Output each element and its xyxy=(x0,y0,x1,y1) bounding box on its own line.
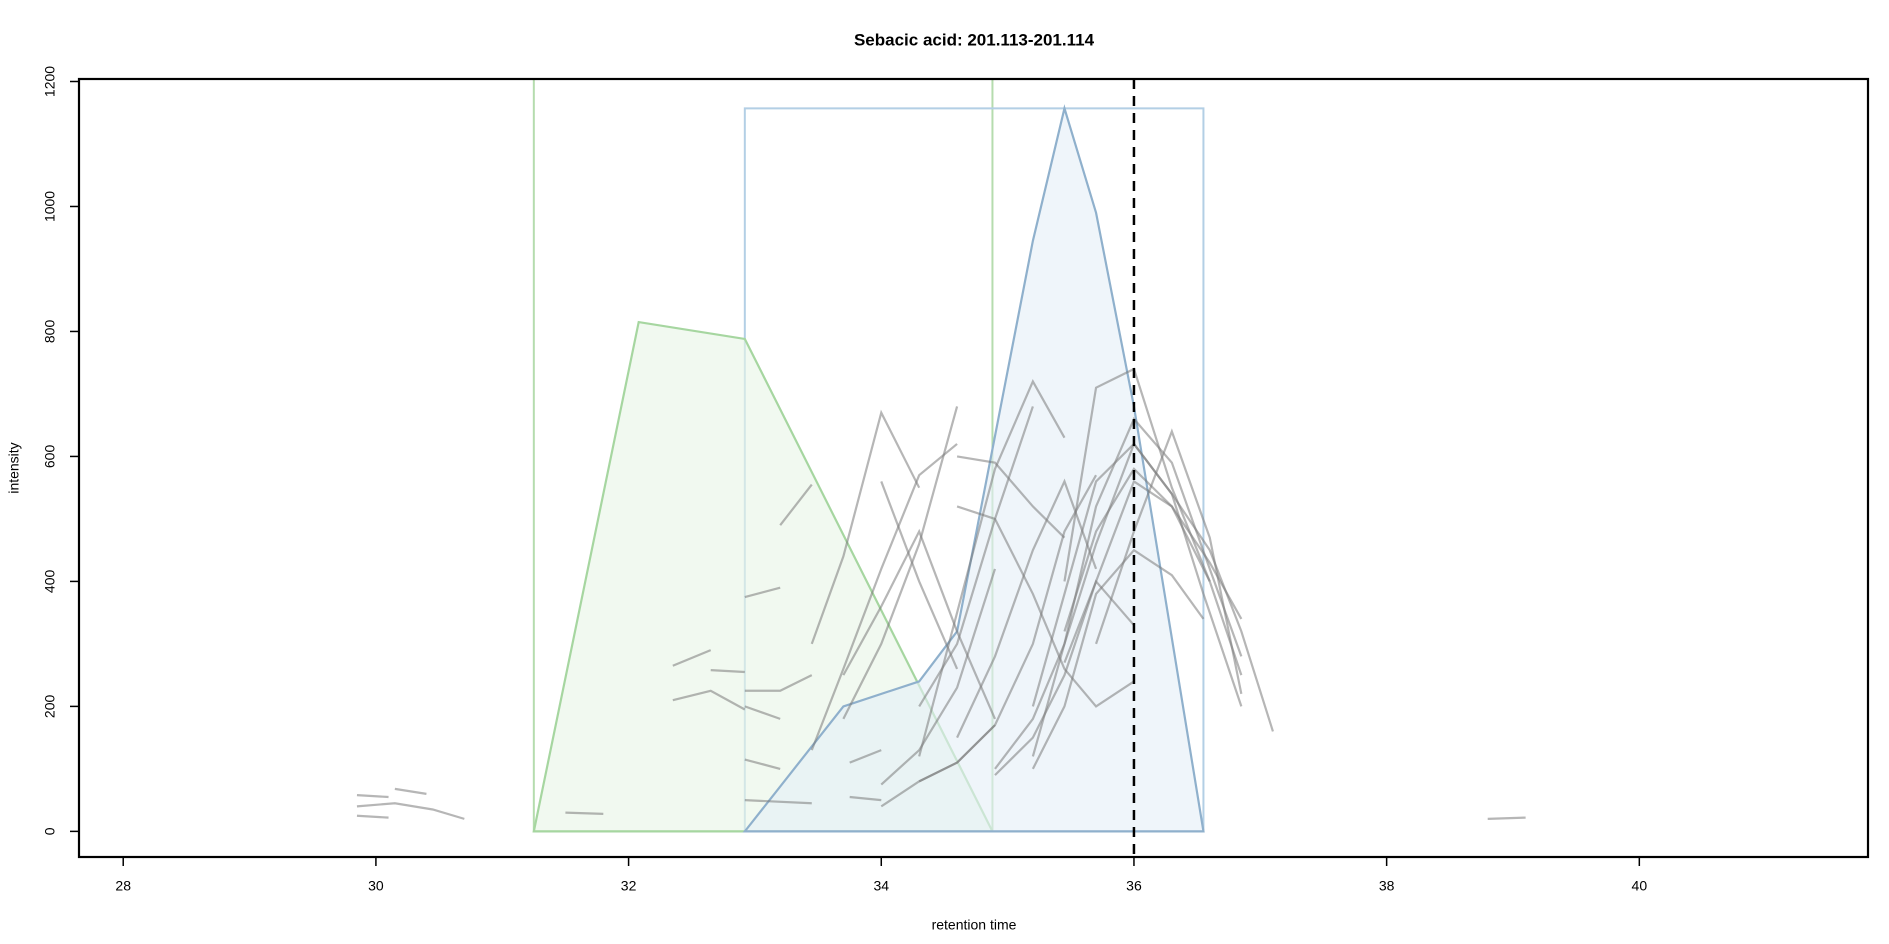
trace-line xyxy=(842,406,959,720)
trace-line xyxy=(918,406,1034,707)
trace-line xyxy=(744,674,813,692)
chart-title: Sebacic acid: 201.113-201.114 xyxy=(854,30,1095,49)
y-tick-label: 0 xyxy=(42,827,58,835)
trace-line xyxy=(1487,816,1526,820)
trace-line xyxy=(918,378,1066,757)
x-tick-label: 36 xyxy=(1126,878,1142,894)
trace-line xyxy=(672,649,712,667)
trace-line xyxy=(880,568,997,786)
trace-line xyxy=(849,795,882,802)
trace-line xyxy=(994,441,1243,770)
x-tick-label: 38 xyxy=(1379,878,1395,894)
peak-area xyxy=(742,104,1205,833)
x-tick-label: 30 xyxy=(368,878,384,894)
trace-line xyxy=(744,586,781,599)
trace-line xyxy=(1063,467,1211,632)
y-tick-label: 1200 xyxy=(42,66,58,97)
trace-line xyxy=(810,409,921,645)
trace-line xyxy=(1031,416,1243,757)
trace-line xyxy=(1095,428,1243,695)
trace-line xyxy=(1063,579,1135,664)
trace-line xyxy=(744,799,812,805)
y-tick-label: 1000 xyxy=(42,191,58,222)
x-tick-label: 28 xyxy=(115,878,131,894)
y-tick-label: 200 xyxy=(42,695,58,719)
x-tick-label: 40 xyxy=(1632,878,1648,894)
trace-line xyxy=(672,689,746,711)
trace-line xyxy=(710,669,745,674)
trace-line xyxy=(956,455,1066,539)
trace-line xyxy=(810,443,958,751)
trace-line xyxy=(842,528,996,720)
trace-line xyxy=(880,481,959,670)
x-tick-label: 32 xyxy=(621,878,637,894)
trace-line xyxy=(744,705,781,720)
trace-line xyxy=(356,802,465,820)
trace-line xyxy=(356,794,389,799)
y-tick-label: 400 xyxy=(42,570,58,594)
trace-line xyxy=(1063,367,1243,676)
trace-line xyxy=(918,474,1098,783)
trace-line xyxy=(1031,548,1205,770)
y-tick-label: 600 xyxy=(42,445,58,469)
trace-line xyxy=(356,814,389,819)
trace-line xyxy=(565,811,604,815)
x-tick-label: 34 xyxy=(873,878,889,894)
trace-line xyxy=(744,758,781,770)
plot-frame xyxy=(77,77,1870,859)
trace-line xyxy=(394,787,427,795)
trace-line xyxy=(1031,442,1274,732)
trace-line xyxy=(779,483,813,526)
y-tick-label: 800 xyxy=(42,320,58,344)
trace-line xyxy=(956,505,1135,708)
y-axis-label: intensity xyxy=(6,442,22,493)
trace-line xyxy=(849,749,882,764)
x-axis-label: retention time xyxy=(932,917,1017,933)
